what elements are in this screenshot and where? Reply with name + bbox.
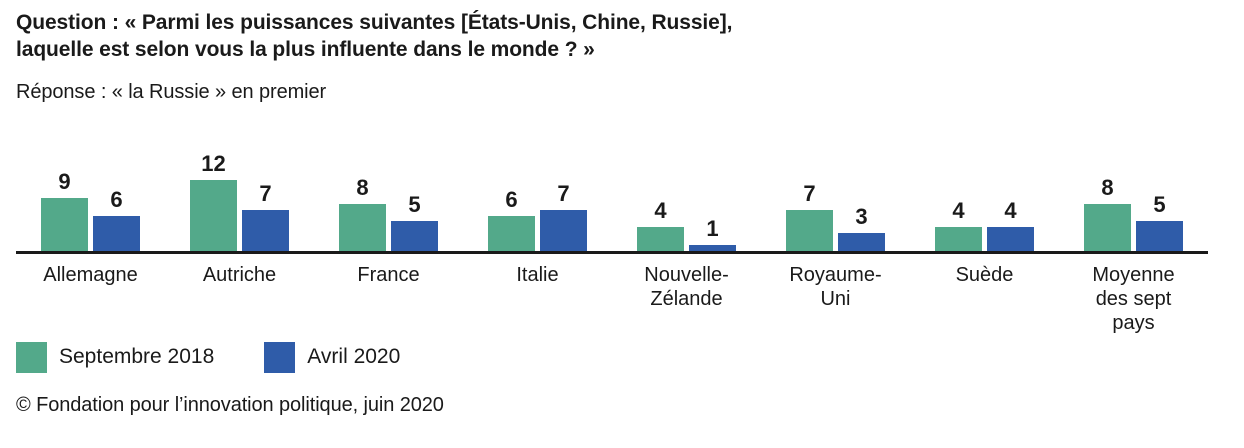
bar-column-avril-2020: 5 bbox=[1136, 191, 1183, 251]
bar-column-septembre-2018: 12 bbox=[190, 150, 237, 251]
chart-plot-area: 9 6 12 7 8 5 6 7 4 1 7 3 4 4 8 5 bbox=[16, 150, 1208, 254]
bar-column-septembre-2018: 8 bbox=[1084, 174, 1131, 251]
category-label: Royaume- Uni bbox=[789, 263, 882, 310]
bar-chart: 9 6 12 7 8 5 6 7 4 1 7 3 4 4 8 5 Allemagne Autriche Franc… bbox=[16, 150, 1228, 342]
bar-septembre-2018 bbox=[935, 226, 982, 251]
bar-column-avril-2020: 6 bbox=[93, 186, 140, 251]
bar-value-label: 4 bbox=[1004, 197, 1017, 223]
bar-avril-2020 bbox=[689, 244, 736, 251]
bar-column-septembre-2018: 7 bbox=[786, 180, 833, 251]
legend-swatch-green bbox=[16, 341, 47, 373]
source-credit: © Fondation pour l’innovation politique,… bbox=[16, 393, 444, 416]
legend-item-avril-2020: Avril 2020 bbox=[264, 341, 401, 373]
bar-value-label: 3 bbox=[855, 203, 868, 229]
category-label: Italie bbox=[516, 263, 559, 286]
bar-value-label: 6 bbox=[110, 186, 123, 212]
bar-column-septembre-2018: 9 bbox=[41, 168, 88, 251]
bar-column-septembre-2018: 4 bbox=[637, 197, 684, 251]
bar-avril-2020 bbox=[838, 232, 885, 251]
category-label: Moyenne des sept pays bbox=[1092, 263, 1175, 335]
question-title: Question : « Parmi les puissances suivan… bbox=[16, 9, 1228, 64]
bar-value-label: 6 bbox=[505, 186, 518, 212]
bar-value-label: 8 bbox=[1101, 174, 1114, 200]
bar-avril-2020 bbox=[987, 226, 1034, 251]
bar-septembre-2018 bbox=[637, 226, 684, 251]
bar-column-septembre-2018: 8 bbox=[339, 174, 386, 251]
bar-septembre-2018 bbox=[190, 179, 237, 251]
bar-column-avril-2020: 7 bbox=[540, 180, 587, 251]
bar-column-avril-2020: 1 bbox=[689, 215, 736, 251]
bar-avril-2020 bbox=[93, 215, 140, 251]
bar-value-label: 4 bbox=[654, 197, 667, 223]
category-label: Allemagne bbox=[43, 263, 138, 286]
bar-value-label: 5 bbox=[408, 191, 421, 217]
bar-value-label: 4 bbox=[952, 197, 965, 223]
bar-value-label: 7 bbox=[259, 180, 272, 206]
bar-septembre-2018 bbox=[41, 197, 88, 251]
chart-legend: Septembre 2018 Avril 2020 bbox=[16, 341, 1228, 373]
bar-value-label: 7 bbox=[803, 180, 816, 206]
response-subtitle: Réponse : « la Russie » en premier bbox=[16, 80, 327, 103]
category-label: France bbox=[357, 263, 420, 286]
bar-column-septembre-2018: 6 bbox=[488, 186, 535, 251]
bar-value-label: 1 bbox=[706, 215, 719, 241]
bar-group: 12 7 bbox=[165, 150, 314, 251]
infographic-page: Question : « Parmi les puissances suivan… bbox=[16, 9, 1228, 416]
bar-septembre-2018 bbox=[1084, 203, 1131, 251]
bar-value-label: 12 bbox=[201, 150, 226, 176]
bar-column-avril-2020: 4 bbox=[987, 197, 1034, 251]
bar-value-label: 5 bbox=[1153, 191, 1166, 217]
bar-avril-2020 bbox=[242, 209, 289, 251]
bar-column-avril-2020: 5 bbox=[391, 191, 438, 251]
legend-swatch-blue bbox=[264, 341, 296, 373]
bar-column-avril-2020: 7 bbox=[242, 180, 289, 251]
bar-avril-2020 bbox=[540, 209, 587, 251]
bar-septembre-2018 bbox=[339, 203, 386, 251]
bar-septembre-2018 bbox=[786, 209, 833, 251]
category-label: Autriche bbox=[202, 263, 277, 286]
bar-avril-2020 bbox=[391, 220, 438, 251]
question-line-2: laquelle est selon vous la plus influent… bbox=[16, 38, 595, 62]
bar-avril-2020 bbox=[1136, 220, 1183, 251]
bar-value-label: 8 bbox=[356, 174, 369, 200]
bar-value-label: 7 bbox=[557, 180, 570, 206]
legend-label: Septembre 2018 bbox=[59, 345, 215, 369]
legend-item-septembre-2018: Septembre 2018 bbox=[16, 341, 215, 373]
question-line-1: Question : « Parmi les puissances suivan… bbox=[16, 11, 733, 34]
category-axis: Allemagne Autriche France Italie Nouvelle- Z… bbox=[16, 263, 1208, 342]
bar-value-label: 9 bbox=[58, 168, 71, 194]
bar-septembre-2018 bbox=[488, 215, 535, 251]
category-label: Nouvelle- Zélande bbox=[644, 263, 729, 310]
legend-label: Avril 2020 bbox=[307, 345, 401, 369]
bar-column-septembre-2018: 4 bbox=[935, 197, 982, 251]
bar-column-avril-2020: 3 bbox=[838, 203, 885, 251]
category-label: Suède bbox=[955, 263, 1014, 286]
